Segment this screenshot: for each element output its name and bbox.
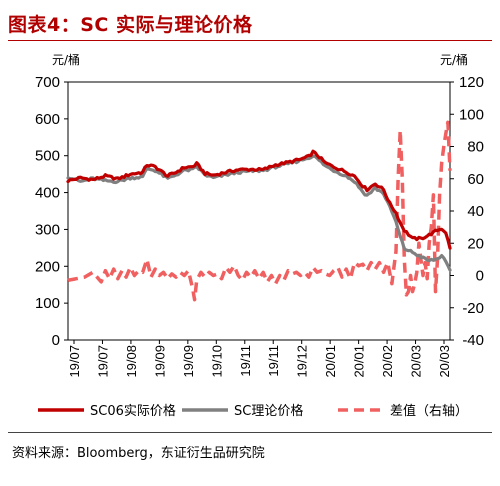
plot-area [66,120,452,302]
figure-title: 图表4：SC 实际与理论价格 [8,14,253,36]
x-tick-label: 19/07 [95,345,110,378]
x-tick-label: 20/01 [323,345,338,378]
series-line-2 [67,120,452,302]
x-tick-label: 19/09 [152,345,167,378]
right-tick-label: 120 [459,74,484,91]
legend-label-1: SC理论价格 [234,403,303,419]
right-tick-label: 80 [467,139,484,156]
tick-labels: 0 100 200 300 400 500 600 700 -40 -20 0 20 40 60 80 100… [35,74,484,378]
x-tick-label: 20/03 [437,345,452,378]
right-tick-label: 60 [467,171,484,188]
left-tick-label: 700 [35,74,60,91]
x-tick-label: 20/02 [380,345,395,378]
x-tick-label: 19/10 [209,345,224,378]
left-tick-label: 600 [35,111,60,128]
x-tick-label: 19/12 [295,345,310,378]
left-tick-label: 400 [35,185,60,202]
left-tick-label: 300 [35,221,60,238]
x-tick-label: 20/01 [352,345,367,378]
x-tick-label: 19/07 [67,345,82,378]
left-tick-label: 0 [52,332,60,349]
left-tick-label: 200 [35,258,60,275]
left-tick-label: 100 [35,295,60,312]
right-tick-label: 100 [459,106,484,123]
legend-label-2: 差值（右轴） [390,403,468,419]
chart-axes [64,81,454,344]
x-tick-label: 20/03 [409,345,424,378]
title-rule [8,40,492,41]
right-tick-label: 0 [476,268,484,285]
right-tick-label: 40 [467,203,484,220]
x-tick-label: 19/11 [238,345,253,377]
legend: SC06实际价格 SC理论价格 差值（右轴） [38,403,468,419]
left-tick-label: 500 [35,148,60,165]
x-tick-label: 19/11 [266,345,281,377]
right-tick-label: 20 [467,235,484,252]
series-line-0 [66,149,452,250]
series-line-1 [66,154,452,272]
legend-label-0: SC06实际价格 [90,403,176,419]
right-tick-label: -40 [462,332,484,349]
source-rule [8,432,492,433]
right-axis-unit: 元/桶 [440,52,468,67]
x-tick-label: 19/08 [124,345,139,378]
right-tick-label: -20 [462,300,484,317]
left-axis-unit: 元/桶 [52,52,80,67]
source-note: 资料来源：Bloomberg，东证衍生品研究院 [12,446,265,461]
x-tick-label: 19/09 [181,345,196,378]
